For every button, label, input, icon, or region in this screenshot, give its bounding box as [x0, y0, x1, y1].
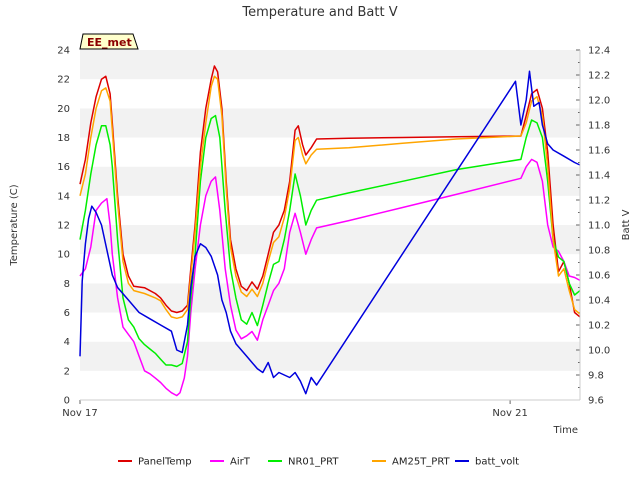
y-right-tick-label: 12.2 — [588, 71, 610, 82]
series-line-airt — [79, 158, 581, 397]
y-right-tick-label: 10.2 — [588, 321, 610, 332]
chart-title: Temperature and Batt V — [241, 5, 397, 20]
series-line-nr01-prt — [79, 114, 581, 368]
plot-band — [80, 283, 580, 313]
plot-band — [80, 108, 580, 138]
y-axis-left-title: Temperature (C) — [9, 184, 20, 266]
y-axis-right-title: Batt V — [621, 209, 632, 240]
series-line-paneltemp — [79, 65, 581, 318]
plot-band — [80, 312, 580, 342]
y-right-tick-label: 11.4 — [588, 171, 610, 182]
y-right-tick-label: 11.8 — [588, 121, 610, 132]
y-left-tick-label: 2 — [64, 366, 70, 377]
y-right-tick-label: 9.6 — [588, 396, 604, 407]
plot-band — [80, 166, 580, 196]
x-axis: Nov 17 Nov 21 — [62, 400, 528, 419]
plot-band — [80, 137, 580, 167]
y-right-tick-label: 11.0 — [588, 221, 610, 232]
site-label: EE_met — [87, 36, 132, 49]
y-right-tick-label: 10.8 — [588, 246, 610, 257]
x-axis-title: Time — [553, 425, 578, 436]
y-right-tick-label: 10.6 — [588, 271, 610, 282]
legend-label: PanelTemp — [138, 457, 192, 468]
y-left-tick-label: 24 — [57, 46, 70, 57]
y-axis-right: 9.6 9.8 10.0 10.2 10.4 10.6 10.8 11.0 11.2 11.4 11… — [576, 46, 610, 407]
plot-band — [80, 225, 580, 255]
y-left-tick-label: 18 — [57, 133, 70, 144]
y-left-tick-label: 8 — [64, 279, 70, 290]
y-left-tick-label: 10 — [57, 250, 70, 261]
plot-band — [80, 195, 580, 225]
x-tick-label: Nov 21 — [492, 408, 527, 419]
series-line-am25t-prt — [79, 75, 581, 320]
y-left-tick-label: 12 — [57, 221, 70, 232]
y-right-tick-label: 10.0 — [588, 346, 610, 357]
legend-label: AM25T_PRT — [392, 457, 451, 468]
y-right-tick-label: 10.4 — [588, 296, 610, 307]
y-right-tick-label: 11.2 — [588, 196, 610, 207]
plot-band — [80, 254, 580, 284]
legend-label: NR01_PRT — [288, 457, 339, 468]
y-left-tick-label: 22 — [57, 75, 70, 86]
legend-label: batt_volt — [475, 457, 519, 468]
plot-band — [80, 50, 580, 80]
legend: PanelTemp AirT NR01_PRT AM25T_PRT batt_volt — [118, 457, 519, 468]
y-left-tick-label: 0 — [64, 396, 70, 407]
y-left-tick-label: 16 — [57, 162, 70, 173]
series-lines — [79, 65, 581, 397]
site-label-tag — [79, 33, 139, 50]
y-right-tick-label: 12.4 — [588, 46, 610, 57]
plot-band — [80, 79, 580, 109]
y-right-tick-label: 9.8 — [588, 371, 604, 382]
y-left-tick-label: 6 — [64, 308, 70, 319]
plot-band — [80, 370, 580, 400]
plot-band — [80, 341, 580, 371]
y-left-tick-label: 4 — [64, 337, 70, 348]
y-left-tick-label: 14 — [57, 191, 70, 202]
plot-bands — [80, 50, 580, 400]
x-tick-label: Nov 17 — [62, 408, 97, 419]
legend-label: AirT — [230, 457, 251, 468]
series-line-batt-volt — [79, 70, 581, 395]
y-left-tick-label: 20 — [57, 104, 70, 115]
y-right-tick-label: 12.0 — [588, 96, 610, 107]
y-right-tick-label: 11.6 — [588, 146, 610, 157]
site-label-box: EE_met — [79, 33, 139, 50]
